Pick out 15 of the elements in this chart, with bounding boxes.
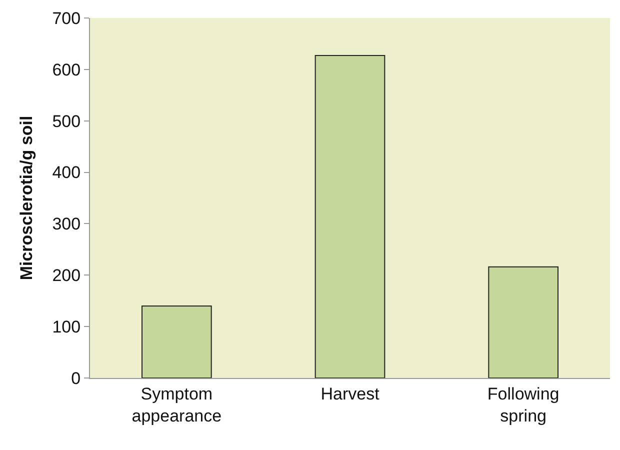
bar [142,306,212,378]
x-tick-label: Following spring [487,384,560,426]
y-tick-label: 500 [52,112,81,131]
y-tick-label: 200 [52,266,81,286]
y-tick-label: 600 [52,60,81,80]
y-tick-label: 700 [52,8,81,28]
y-tick-label: 300 [52,214,81,234]
x-tick-label: Symptom appearance [132,384,222,426]
y-tick-label: 0 [71,368,81,388]
bar [488,266,558,378]
y-tick-label: 400 [52,163,81,182]
y-tick-label: 100 [52,318,81,337]
x-tick-label: Harvest [320,384,380,404]
bar [314,55,386,378]
y-axis-title: Microsclerotia/g soil [16,116,36,280]
